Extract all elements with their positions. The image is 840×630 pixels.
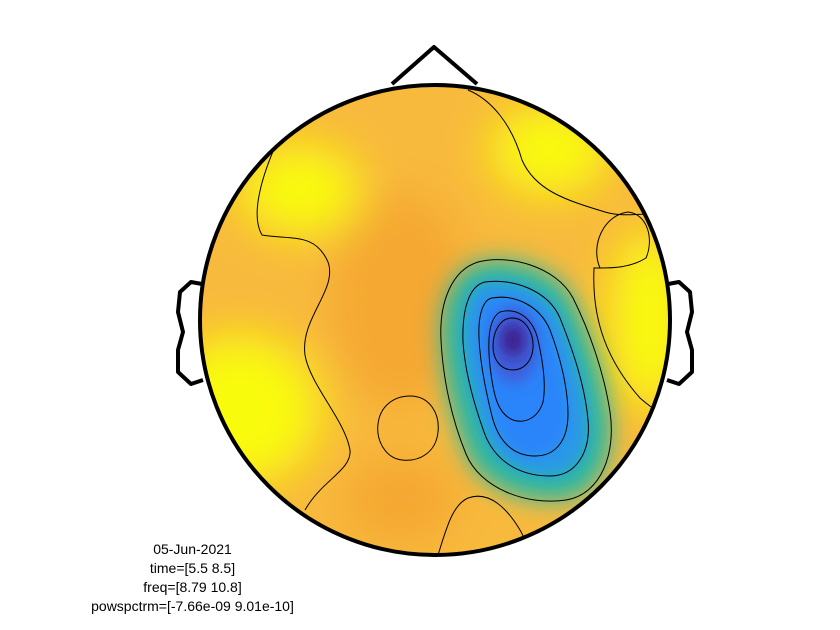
contour-line bbox=[467, 89, 653, 216]
contour-line bbox=[488, 310, 545, 422]
heatmap-max-right-temporal bbox=[610, 230, 670, 410]
heatmap-max-frontal-left bbox=[240, 145, 360, 235]
contour-line bbox=[593, 211, 661, 413]
contour-lines bbox=[256, 89, 661, 555]
head-outline bbox=[176, 45, 694, 557]
time-range-label: time=[5.5 8.5] bbox=[149, 560, 236, 576]
powspctrm-range-label: powspctrm=[-7.66e-09 9.01e-10] bbox=[91, 598, 294, 614]
right-ear bbox=[666, 280, 694, 386]
contour-line bbox=[478, 296, 569, 457]
heatmap-minimum-lobes bbox=[440, 259, 612, 502]
nose bbox=[390, 45, 479, 86]
contour-line bbox=[377, 395, 439, 461]
contour-line bbox=[492, 317, 534, 371]
heatmap-minimum-core bbox=[501, 324, 525, 356]
heatmap-blobs bbox=[200, 105, 670, 545]
contour-line bbox=[462, 280, 589, 477]
freq-range-label: freq=[8.79 10.8] bbox=[143, 579, 242, 595]
head-circle bbox=[198, 83, 672, 557]
contour-line bbox=[440, 259, 612, 502]
parameter-annotation: 05-Jun-2021 time=[5.5 8.5] freq=[8.79 10… bbox=[60, 540, 325, 616]
power-heatmap bbox=[200, 85, 670, 555]
heatmap-orange-central bbox=[330, 190, 470, 410]
heatmap-max-frontal-right bbox=[490, 105, 610, 195]
contour-line bbox=[256, 139, 351, 511]
date-label: 05-Jun-2021 bbox=[153, 541, 232, 557]
heatmap-orange-occipital bbox=[340, 455, 460, 545]
left-ear bbox=[176, 280, 204, 386]
heatmap-max-left-temporal bbox=[200, 335, 320, 485]
